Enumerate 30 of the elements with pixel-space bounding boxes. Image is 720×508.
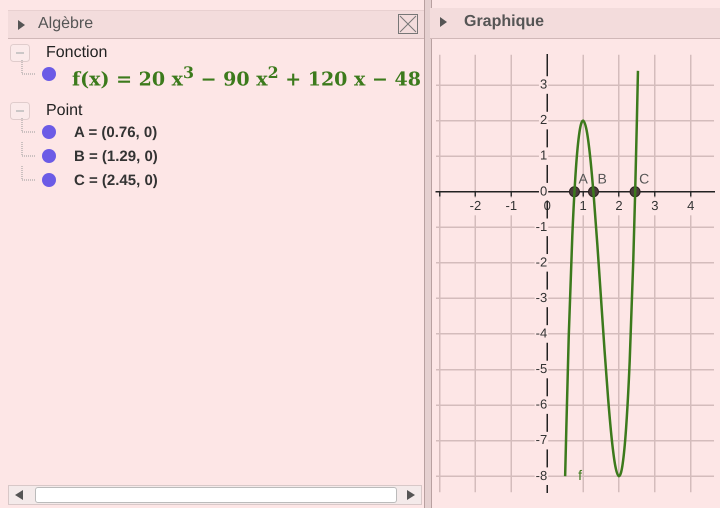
text: C = (2.45, 0) [74,172,158,189]
y-tick-label: -6 [536,396,548,412]
text: Fonction [46,44,108,62]
x-tick-label: 2 [615,198,623,214]
annotation: A [578,170,588,187]
y-tick-label: 1 [540,148,548,163]
series-label: f [578,467,582,484]
x-tick-label: 3 [651,198,658,214]
y-tick-label: -1 [536,218,548,234]
y-tick-label: 3 [540,76,548,92]
x-tick-label: 4 [687,198,694,214]
annotation: C [639,170,650,187]
y-tick-label: -4 [536,326,548,341]
y-tick-label: 0 [540,183,548,198]
annotation: B [597,170,607,187]
x-tick-label: 1 [579,198,587,214]
x-tick-label: -1 [506,198,518,214]
text: Algèbre [38,15,94,33]
text: B = (1.29, 0) [74,148,158,165]
x-tick-label: -2 [470,198,482,214]
y-tick-label: -3 [536,290,548,305]
y-tick-label: -2 [536,254,548,270]
text: A = (0.76, 0) [74,124,158,141]
text: Point [46,102,82,120]
chart-title: Graphique [464,13,544,31]
y-tick-label: -8 [536,468,548,483]
y-tick-label: -5 [536,361,548,376]
y-tick-label: -7 [536,432,548,448]
y-tick-label: 2 [540,112,548,128]
text: f(x) = 20 x$^{3}$ − 90 x$^{2}$ + 120 x − 48 [72,63,421,90]
